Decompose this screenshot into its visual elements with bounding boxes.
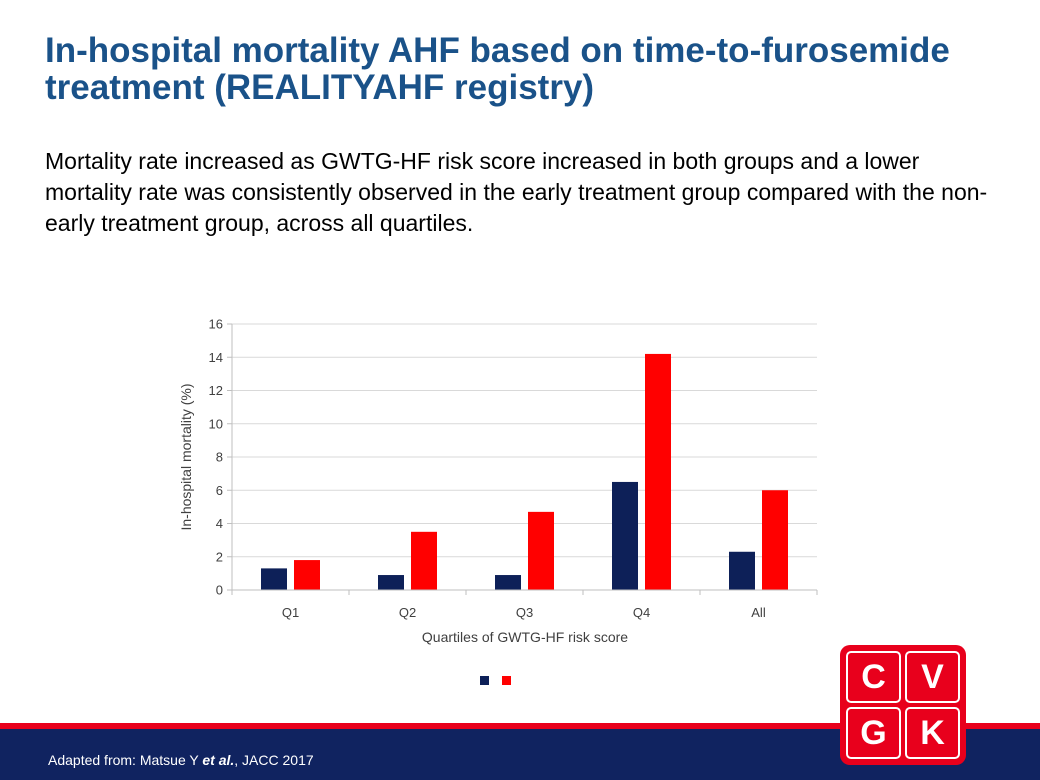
logo-letter-c: C (846, 651, 901, 703)
bars (261, 353, 788, 590)
y-tick-label: 6 (216, 483, 223, 498)
y-tick-label: 10 (209, 416, 223, 431)
citation-prefix: Adapted from: Matsue Y (48, 752, 203, 768)
x-tick-label: Q1 (282, 605, 299, 620)
logo-letter-v: V (905, 651, 960, 703)
footer-accent-stripe (0, 723, 1040, 729)
cvgk-logo: C V G K (840, 645, 966, 765)
bar-q1-series-1 (261, 568, 287, 590)
x-tick-label: All (751, 605, 766, 620)
logo-letter-g: G (846, 707, 901, 759)
bar-all-series-2 (762, 490, 788, 590)
y-axis-title: In-hospital mortality (%) (178, 383, 194, 530)
bar-q3-series-1 (495, 575, 521, 590)
legend-swatch-series-2 (502, 676, 511, 685)
bar-q2-series-2 (411, 531, 437, 590)
bar-q4-series-1 (612, 481, 638, 590)
x-axis-title: Quartiles of GWTG-HF risk score (422, 629, 628, 645)
y-tick-label: 14 (209, 350, 223, 365)
y-tick-label: 16 (209, 317, 223, 332)
y-tick-label: 12 (209, 383, 223, 398)
bar-all-series-1 (729, 551, 755, 590)
x-tick-label: Q2 (399, 605, 416, 620)
slide-title: In-hospital mortality AHF based on time-… (45, 31, 950, 107)
x-tick-label: Q4 (633, 605, 650, 620)
bar-q4-series-2 (645, 353, 671, 590)
y-tick-label: 0 (216, 583, 223, 598)
citation-emphasis: et al. (202, 752, 235, 768)
citation: Adapted from: Matsue Y et al., JACC 2017 (48, 752, 314, 768)
legend (480, 676, 511, 685)
gridlines (232, 323, 817, 558)
x-tick-label: Q3 (516, 605, 533, 620)
y-tick-label: 2 (216, 549, 223, 564)
axes (227, 323, 818, 595)
bar-q1-series-2 (294, 560, 320, 590)
bar-chart: 0 2 4 6 8 10 12 14 16 Q1 Q2 Q3 Q4 All Quartiles of GW… (178, 317, 818, 685)
tick-labels: 0 2 4 6 8 10 12 14 16 Q1 Q2 Q3 Q4 All (209, 317, 766, 621)
citation-suffix: , JACC 2017 (234, 752, 314, 768)
legend-swatch-series-1 (480, 676, 489, 685)
slide-subtitle: Mortality rate increased as GWTG-HF risk… (45, 148, 988, 236)
bar-q2-series-1 (378, 575, 404, 590)
bar-q3-series-2 (528, 511, 554, 590)
y-tick-label: 4 (216, 516, 223, 531)
logo-letter-k: K (905, 707, 960, 759)
y-tick-label: 8 (216, 450, 223, 465)
